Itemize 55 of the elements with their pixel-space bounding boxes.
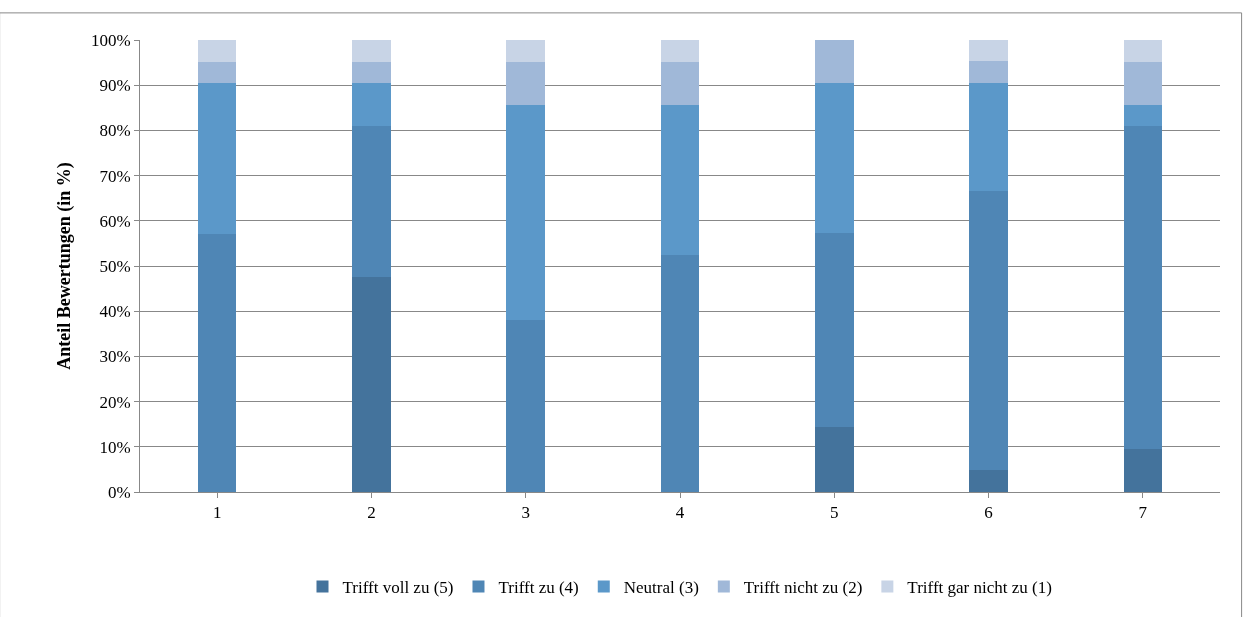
bar (1123, 104, 1163, 127)
y-tick-label: 50% (99, 256, 131, 276)
y-tick-label: 0% (107, 482, 131, 502)
bar (197, 233, 237, 492)
y-tick-label: 10% (99, 437, 131, 457)
x-tick-label: 5 (830, 503, 839, 523)
bar (815, 427, 854, 492)
bar (969, 61, 1008, 83)
y-tick-label: 60% (99, 211, 131, 231)
bar (352, 40, 391, 62)
x-tick-label: 4 (675, 503, 685, 523)
bar (352, 276, 391, 492)
x-tick-label: 3 (521, 503, 530, 523)
bar (197, 83, 237, 234)
legend-label: Trifft nicht zu (2) (743, 578, 863, 598)
bar (660, 61, 700, 105)
legend-label: Trifft zu (4) (498, 578, 579, 598)
bar (969, 40, 1008, 62)
x-tick-label: 2 (367, 503, 376, 523)
legend-label: Trifft gar nicht zu (1) (907, 578, 1052, 598)
bar (506, 40, 545, 62)
y-tick-label: 100% (90, 30, 131, 50)
y-tick-label: 40% (99, 302, 131, 322)
y-tick-label: 80% (99, 121, 131, 141)
bar (197, 61, 237, 84)
bar (660, 255, 700, 492)
bar (660, 104, 700, 256)
bar (815, 233, 854, 428)
x-tick-label: 6 (984, 503, 993, 523)
bar (815, 40, 854, 83)
x-tick-label: 1 (212, 503, 222, 523)
bar (1123, 40, 1163, 62)
bar (969, 82, 1008, 191)
bar (197, 40, 237, 62)
bar (1123, 61, 1163, 105)
bar (506, 104, 545, 320)
bar (352, 61, 391, 84)
y-tick-label: 30% (99, 347, 131, 367)
bar (969, 190, 1008, 471)
bar (506, 61, 545, 105)
bar (352, 83, 391, 127)
y-axis-title: Anteil Bewertungen (in %) (54, 162, 76, 370)
bar (506, 319, 545, 492)
bar (969, 470, 1008, 492)
legend-label: Trifft voll zu (5) (342, 578, 454, 598)
y-tick-label: 90% (99, 76, 131, 96)
bar (1123, 449, 1163, 492)
y-tick-label: 70% (99, 166, 131, 186)
legend-label: Neutral (3) (623, 578, 699, 598)
bar (815, 82, 854, 234)
y-tick-label: 20% (99, 392, 131, 412)
x-tick-label: 7 (1138, 503, 1148, 523)
bar (660, 40, 700, 62)
bar (1123, 126, 1163, 450)
bar (352, 126, 391, 277)
